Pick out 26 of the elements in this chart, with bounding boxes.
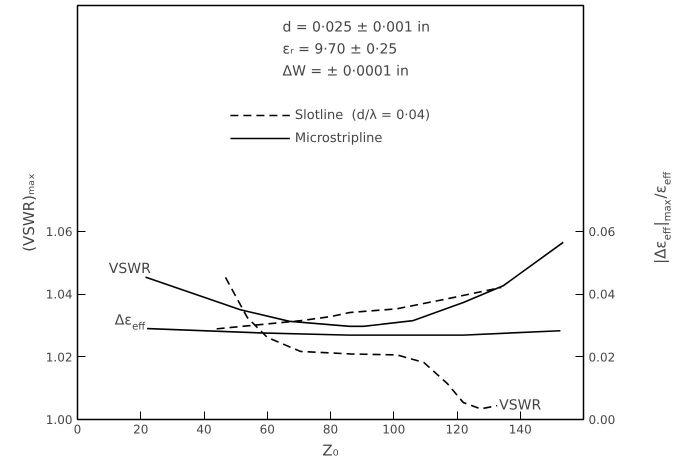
x-tick-label: 20 [133,422,148,436]
legend-label: Microstripline [294,130,382,146]
y-tick-label: 1.00 [46,413,72,427]
y2-tick-label: 0.00 [588,413,616,427]
y2-tick-label: 0.04 [588,288,616,302]
x-tick-label: 0 [74,422,82,436]
y2-tick-label: 0.02 [588,350,616,364]
annotation: ΔW = ± 0·0001 in [282,64,409,80]
x-tick-label: 60 [260,422,275,436]
annotation: VSWR [499,398,542,414]
legend-label: Slotline (d/λ = 0·04) [294,108,430,122]
y-tick-label: 1.06 [46,224,72,239]
annotation: d = 0·025 ± 0·001 in [282,20,430,36]
x-tick-label: 80 [322,422,338,436]
annotation: εᵣ = 9·70 ± 0·25 [282,42,398,58]
x-tick-label: 100 [382,422,406,436]
x-tick-label: 140 [508,422,532,436]
y2-axis-title: |Δεeff|max/εeff [652,170,674,264]
y2-tick-label: 0.06 [588,224,616,239]
x-axis-title: Z₀ [322,442,339,460]
y-tick-label: 1.02 [46,350,72,364]
y-tick-label: 1.04 [46,288,72,302]
x-tick-label: 40 [196,422,212,436]
annotation: VSWR [108,261,152,278]
x-tick-label: 120 [446,422,468,436]
y-axis-title: (VSWR)ₘₐₓ [20,173,38,252]
